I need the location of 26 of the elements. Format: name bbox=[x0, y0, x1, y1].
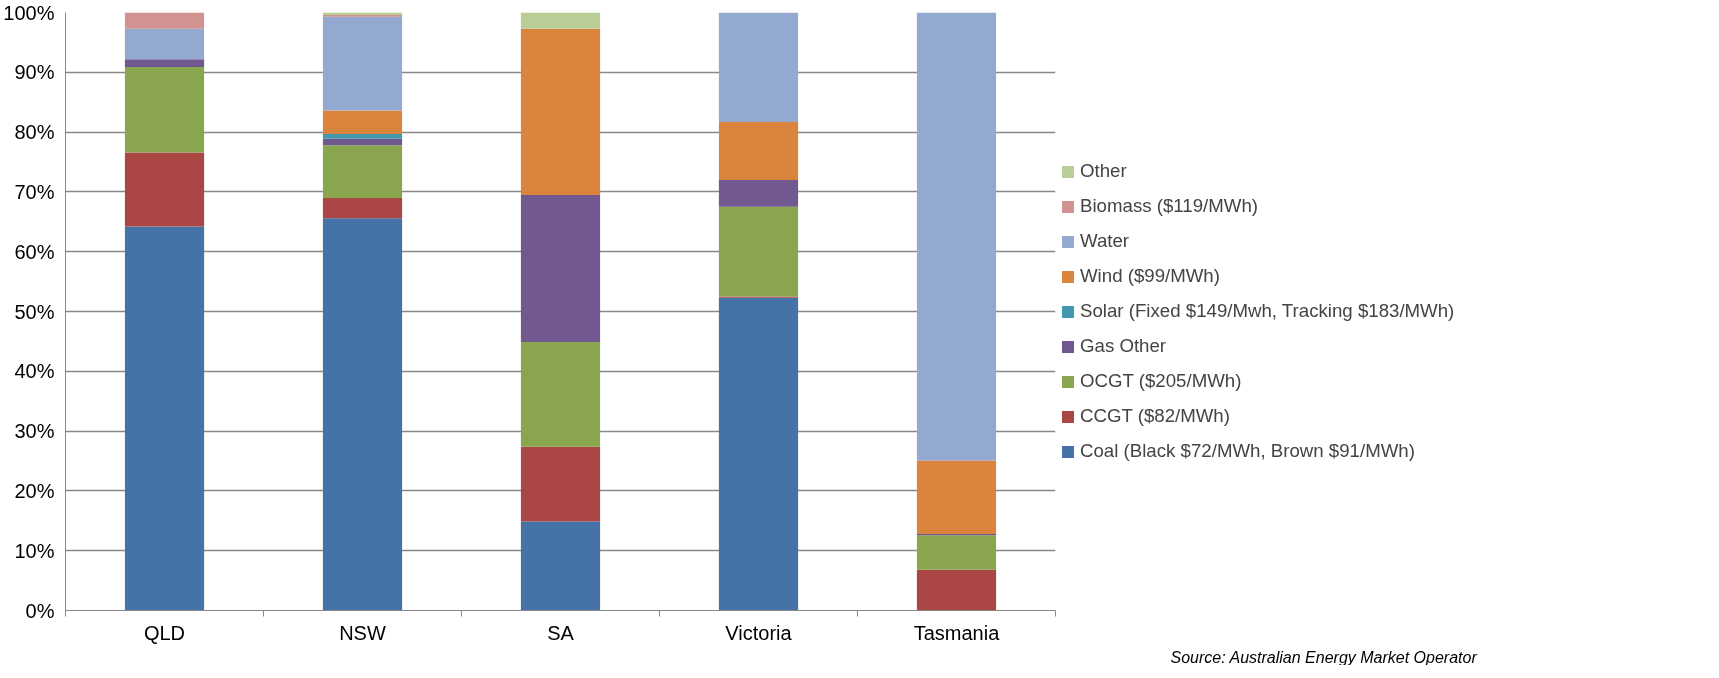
y-tick-label: 40% bbox=[14, 360, 55, 383]
legend-label: Solar (Fixed $149/Mwh, Tracking $183/MWh) bbox=[1080, 300, 1455, 322]
legend-label: CCGT ($82/MWh) bbox=[1080, 405, 1230, 427]
legend-label: Water bbox=[1080, 230, 1130, 252]
y-tick-label: 60% bbox=[14, 240, 55, 263]
x-tick-label: Victoria bbox=[725, 621, 793, 644]
y-tick-label: 90% bbox=[14, 61, 55, 84]
legend-label: Wind ($99/MWh) bbox=[1080, 265, 1220, 287]
x-tick-label: Tasmania bbox=[913, 621, 1001, 644]
legend-label: Other bbox=[1080, 160, 1127, 182]
y-tick-label: 100% bbox=[3, 1, 55, 24]
source-note: Source: Australian Energy Market Operator bbox=[1170, 648, 1478, 666]
x-tick-label: NSW bbox=[339, 621, 386, 644]
y-tick-label: 50% bbox=[14, 300, 55, 323]
y-tick-label: 20% bbox=[14, 479, 55, 502]
legend-label: Coal (Black $72/MWh, Brown $91/MWh) bbox=[1080, 440, 1415, 462]
y-tick-label: 80% bbox=[14, 121, 55, 144]
y-tick-label: 10% bbox=[14, 539, 55, 562]
x-tick-label: SA bbox=[547, 621, 575, 644]
legend-label: Biomass ($119/MWh) bbox=[1080, 195, 1258, 217]
x-tick-label: QLD bbox=[143, 621, 186, 644]
y-tick-label: 0% bbox=[25, 599, 55, 622]
legend-label: OCGT ($205/MWh) bbox=[1080, 370, 1242, 392]
legend-label: Gas Other bbox=[1080, 335, 1167, 357]
y-tick-label: 70% bbox=[14, 180, 55, 203]
y-tick-label: 30% bbox=[14, 420, 55, 443]
